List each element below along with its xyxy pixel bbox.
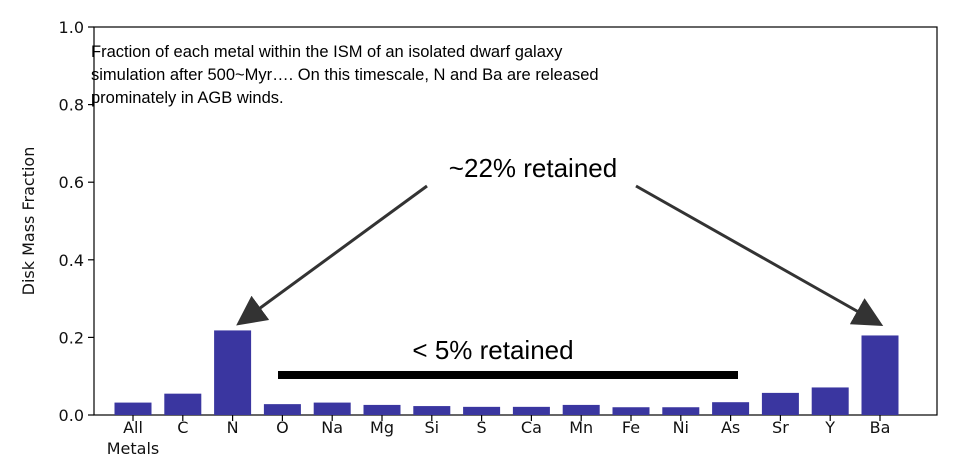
y-tick-label: 1.0 [59,18,84,37]
y-axis-label: Disk Mass Fraction [19,147,38,296]
x-tick-label: Sr [772,418,789,437]
bar-mg [363,404,401,415]
x-tick-label: Mn [569,418,593,437]
bar-sr [761,392,799,415]
x-axis: All Metals C N O Na Mg Si S Ca Mn Fe Ni As Sr Y Ba [107,415,891,458]
annotation-bottom-text: < 5% retained [412,335,573,365]
bar-o [263,404,301,415]
bar-mn [562,404,600,415]
bars [114,330,899,415]
x-tick-label: Metals [107,439,160,458]
x-tick-label: As [721,418,740,437]
x-tick-label: Y [824,418,835,437]
y-tick-label: 0.8 [59,96,84,115]
bar-fe [612,407,650,415]
y-axis: 0.0 0.2 0.4 0.6 0.8 1.0 [59,18,94,425]
bar-c [164,393,202,415]
bar-ca [512,406,550,415]
x-tick-label: Ca [521,418,542,437]
x-tick-label: N [227,418,239,437]
bar-all-metals [114,402,152,415]
retained-range-bar [278,371,738,379]
bar-n [214,330,252,415]
x-tick-label: Ni [673,418,689,437]
bar-s [463,406,501,415]
x-tick-label: Na [321,418,343,437]
x-tick-label: Fe [622,418,640,437]
annotation-top-text: ~22% retained [449,153,617,183]
description-line-3: prominately in AGB winds. [91,89,284,107]
description-line-1: Fraction of each metal within the ISM of… [91,43,563,61]
x-tick-label: O [276,418,289,437]
x-tick-label: Ba [870,418,891,437]
x-tick-label: S [477,418,487,437]
x-tick-label: C [177,418,188,437]
y-tick-label: 0.2 [59,328,84,347]
arrow-to-ba [635,184,884,326]
bar-as [712,402,750,415]
bar-si [413,406,451,415]
bar-y [811,387,849,415]
bar-na [313,402,351,415]
x-tick-label: All [123,418,143,437]
arrow-to-n [236,184,428,326]
x-tick-label: Si [424,418,439,437]
bar-ni [662,407,700,415]
description-line-2: simulation after 500~Myr…. On this times… [91,66,599,84]
y-tick-label: 0.0 [59,406,84,425]
bar-ba [861,335,899,415]
x-tick-label: Mg [370,418,394,437]
y-tick-label: 0.4 [59,251,84,270]
y-tick-label: 0.6 [59,173,84,192]
